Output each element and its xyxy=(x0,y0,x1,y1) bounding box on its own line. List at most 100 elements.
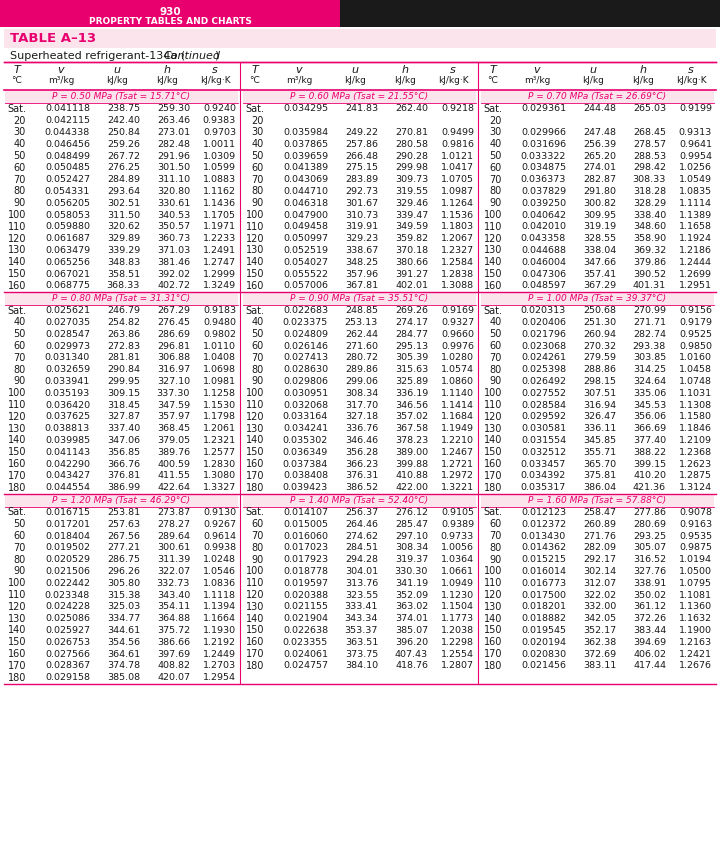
Text: 353.37: 353.37 xyxy=(345,626,378,635)
Text: 265.20: 265.20 xyxy=(583,151,616,161)
Text: 0.9733: 0.9733 xyxy=(441,532,474,540)
Text: 1.2807: 1.2807 xyxy=(441,662,474,670)
Text: 0.029592: 0.029592 xyxy=(521,412,566,422)
Text: 324.64: 324.64 xyxy=(633,377,666,386)
Text: 370.18: 370.18 xyxy=(395,246,428,255)
Text: 0.012123: 0.012123 xyxy=(521,508,566,517)
Text: 0.027035: 0.027035 xyxy=(45,318,90,327)
Text: 315.63: 315.63 xyxy=(395,365,428,374)
Text: 90: 90 xyxy=(14,376,26,386)
Text: 0.9480: 0.9480 xyxy=(203,318,236,327)
Text: 263.46: 263.46 xyxy=(157,116,190,125)
Text: 0.020529: 0.020529 xyxy=(45,555,90,564)
Text: 1.0194: 1.0194 xyxy=(679,555,712,564)
Text: 80: 80 xyxy=(14,365,26,374)
Text: 269.26: 269.26 xyxy=(395,306,428,315)
Text: 0.021456: 0.021456 xyxy=(521,662,566,670)
Text: 130: 130 xyxy=(246,602,264,612)
Text: 0.029806: 0.029806 xyxy=(283,377,328,386)
Text: 316.97: 316.97 xyxy=(157,365,190,374)
Text: 0.019597: 0.019597 xyxy=(283,579,328,587)
Text: 338.40: 338.40 xyxy=(633,210,666,220)
Text: 0.023375: 0.023375 xyxy=(283,318,328,327)
Text: 0.9535: 0.9535 xyxy=(679,532,712,540)
Text: 1.2327: 1.2327 xyxy=(441,246,474,255)
Text: 1.0698: 1.0698 xyxy=(203,365,236,374)
Text: 1.1664: 1.1664 xyxy=(203,614,236,623)
Text: P = 0.50 MPa (Tsat = 15.71°C): P = 0.50 MPa (Tsat = 15.71°C) xyxy=(52,92,190,101)
Text: 1.2163: 1.2163 xyxy=(679,638,712,646)
Text: 0.019545: 0.019545 xyxy=(521,626,566,635)
Text: 0.026492: 0.026492 xyxy=(521,377,566,386)
Text: 0.052427: 0.052427 xyxy=(45,175,90,184)
Text: kJ/kg: kJ/kg xyxy=(394,76,416,86)
Text: 0.027566: 0.027566 xyxy=(45,650,90,658)
Text: Sat.: Sat. xyxy=(7,508,26,517)
Text: 1.1530: 1.1530 xyxy=(203,401,236,410)
Text: 311.10: 311.10 xyxy=(157,175,190,184)
Text: 238.75: 238.75 xyxy=(107,104,140,114)
Text: 0.9218: 0.9218 xyxy=(441,104,474,114)
Text: 0.9816: 0.9816 xyxy=(441,140,474,149)
Text: 160: 160 xyxy=(8,459,26,469)
Text: 1.0546: 1.0546 xyxy=(203,567,236,576)
Text: 170: 170 xyxy=(246,471,264,481)
Text: Sat.: Sat. xyxy=(7,104,26,114)
Text: 284.77: 284.77 xyxy=(395,330,428,339)
Text: 253.13: 253.13 xyxy=(345,318,378,327)
Text: 305.39: 305.39 xyxy=(395,353,428,363)
Text: 372.26: 372.26 xyxy=(633,614,666,623)
Text: 130: 130 xyxy=(8,245,26,256)
Bar xyxy=(0,0,340,27)
Text: u: u xyxy=(590,65,596,75)
Text: Sat.: Sat. xyxy=(7,306,26,315)
Text: 0.035302: 0.035302 xyxy=(283,436,328,445)
Text: 120: 120 xyxy=(7,233,26,244)
Text: 170: 170 xyxy=(246,649,264,659)
Text: 1.2577: 1.2577 xyxy=(203,448,236,457)
Text: 0.034241: 0.034241 xyxy=(283,424,328,433)
Text: 80: 80 xyxy=(252,186,264,197)
Text: 376.81: 376.81 xyxy=(107,471,140,481)
Text: 373.75: 373.75 xyxy=(345,650,378,658)
Text: kJ/kg·K: kJ/kg·K xyxy=(438,76,468,86)
Text: 40: 40 xyxy=(490,139,502,150)
Text: 319.55: 319.55 xyxy=(395,187,428,196)
Text: 316.52: 316.52 xyxy=(633,555,666,564)
Text: 0.033457: 0.033457 xyxy=(521,460,566,469)
Text: 350.02: 350.02 xyxy=(633,591,666,599)
Text: 322.07: 322.07 xyxy=(157,567,190,576)
Text: 348.83: 348.83 xyxy=(107,258,140,267)
Text: 110: 110 xyxy=(8,222,26,232)
Text: 1.1114: 1.1114 xyxy=(679,199,712,208)
Text: 20: 20 xyxy=(14,115,26,126)
Text: 253.81: 253.81 xyxy=(107,508,140,517)
Text: 1.2623: 1.2623 xyxy=(679,460,712,469)
Text: 1.0795: 1.0795 xyxy=(679,579,712,587)
Text: 289.64: 289.64 xyxy=(157,532,190,540)
Text: 130: 130 xyxy=(484,245,502,256)
Text: 0.9163: 0.9163 xyxy=(679,520,712,528)
Text: 0.042115: 0.042115 xyxy=(45,116,90,125)
Text: 332.00: 332.00 xyxy=(582,603,616,611)
Text: 90: 90 xyxy=(490,376,502,386)
Text: P = 1.00 MPa (Tsat = 39.37°C): P = 1.00 MPa (Tsat = 39.37°C) xyxy=(528,294,666,303)
Text: 330.61: 330.61 xyxy=(157,199,190,208)
Text: 0.031554: 0.031554 xyxy=(521,436,566,445)
Text: 1.0408: 1.0408 xyxy=(203,353,236,363)
Text: 332.73: 332.73 xyxy=(157,579,190,587)
Text: 110: 110 xyxy=(484,400,502,410)
Text: 376.31: 376.31 xyxy=(345,471,378,481)
Text: 266.48: 266.48 xyxy=(345,151,378,161)
Text: v: v xyxy=(58,65,64,75)
Text: 70: 70 xyxy=(251,353,264,363)
Text: 1.1684: 1.1684 xyxy=(441,412,474,422)
Text: 320.80: 320.80 xyxy=(157,187,190,196)
Text: 330.30: 330.30 xyxy=(395,567,428,576)
Text: 60: 60 xyxy=(14,163,26,173)
Text: 120: 120 xyxy=(484,412,502,422)
Text: 303.85: 303.85 xyxy=(633,353,666,363)
Text: 0.065256: 0.065256 xyxy=(45,258,90,267)
Text: 70: 70 xyxy=(490,531,502,541)
Text: 140: 140 xyxy=(8,257,26,268)
